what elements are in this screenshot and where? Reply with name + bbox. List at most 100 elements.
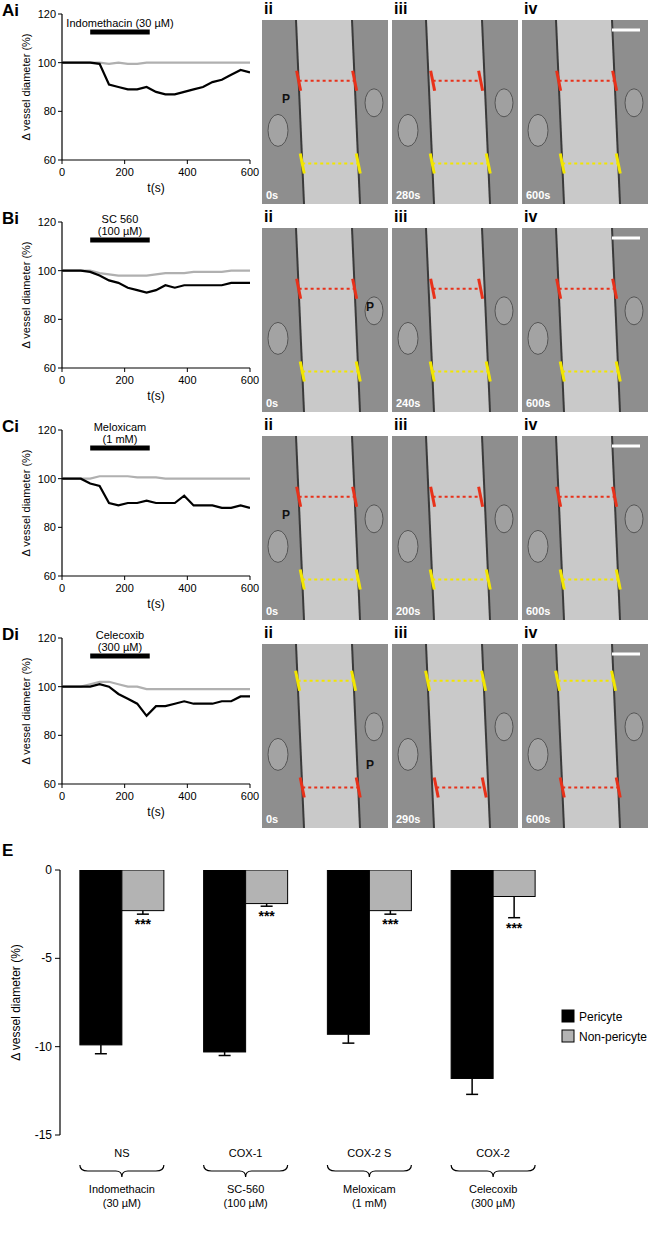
diameter-marker <box>562 787 618 789</box>
panel-label: Bi <box>2 209 19 228</box>
pericyte-label: P <box>366 758 374 772</box>
y-tick-label: 120 <box>38 8 56 20</box>
series-line <box>62 479 250 508</box>
cell <box>625 505 643 533</box>
y-tick-label: 120 <box>38 632 56 644</box>
marker-end <box>479 71 483 91</box>
diameter-marker <box>299 288 355 290</box>
vessel <box>426 436 490 620</box>
time-label: 0s <box>266 605 278 617</box>
category-label: Celecoxib(300 µM) <box>469 1183 517 1209</box>
x-tick-label: 400 <box>178 582 196 594</box>
time-label: 280s <box>396 189 420 201</box>
marker-end <box>616 154 620 174</box>
y-tick-label: 60 <box>44 362 56 374</box>
y-tick-label: 0 <box>45 863 52 877</box>
vessel-wall <box>482 20 490 204</box>
micrograph <box>392 436 518 620</box>
group-label: NS <box>114 1147 129 1159</box>
marker-end <box>300 570 304 590</box>
drug-bar <box>90 446 150 451</box>
x-tick-label: 200 <box>115 582 133 594</box>
scale-bar <box>612 653 640 656</box>
vessel-wall <box>296 644 304 828</box>
bar <box>246 870 288 904</box>
x-tick <box>250 576 251 580</box>
panel-label: Ai <box>2 1 19 20</box>
marker-end <box>356 362 360 382</box>
x-tick-label: 0 <box>59 166 65 178</box>
diameter-marker <box>432 163 488 165</box>
x-tick-label: 200 <box>115 790 133 802</box>
y-axis <box>59 870 60 1135</box>
diameter-marker <box>298 680 354 682</box>
marker-end <box>560 570 564 590</box>
vessel-wall <box>612 228 620 412</box>
marker-end <box>434 778 438 798</box>
diameter-marker <box>302 371 358 373</box>
y-tick-label: 60 <box>44 154 56 166</box>
brace <box>327 1165 411 1177</box>
error-line <box>348 1034 350 1043</box>
marker-end <box>557 71 561 91</box>
x-tick-label: 0 <box>59 790 65 802</box>
micrograph <box>392 644 518 828</box>
error-cap <box>219 1055 231 1057</box>
cell <box>365 297 383 325</box>
marker-end <box>557 279 561 299</box>
vessel <box>296 436 360 620</box>
error-cap <box>261 905 273 907</box>
brace <box>80 1165 164 1177</box>
diameter-marker <box>559 80 615 82</box>
legend-label: Pericyte <box>579 1010 623 1024</box>
y-tick <box>55 1046 60 1047</box>
marker-end <box>353 71 357 91</box>
time-label: 0s <box>266 397 278 409</box>
x-tick <box>124 368 125 372</box>
x-axis-label: t(s) <box>147 597 164 611</box>
x-axis-label: t(s) <box>147 805 164 819</box>
vessel <box>556 20 620 204</box>
diameter-marker <box>432 371 488 373</box>
x-tick-label: 200 <box>115 166 133 178</box>
cell <box>398 530 418 562</box>
cell <box>625 297 643 325</box>
error-cap <box>384 913 396 915</box>
vessel-wall <box>426 228 434 412</box>
y-tick <box>58 270 62 271</box>
drug-label: Indomethacin (30 µM) <box>66 17 173 29</box>
error-line <box>513 897 515 918</box>
cell <box>365 505 383 533</box>
marker-end <box>616 362 620 382</box>
x-tick-label: 400 <box>178 166 196 178</box>
vessel <box>426 228 490 412</box>
y-tick <box>58 478 62 479</box>
vessel <box>426 644 490 828</box>
cell <box>365 713 383 741</box>
marker-end <box>300 362 304 382</box>
panel-label: Ci <box>2 417 19 436</box>
x-tick <box>250 784 251 788</box>
pericyte-label: P <box>282 92 290 106</box>
time-label: 600s <box>526 813 550 825</box>
marker-end <box>613 71 617 91</box>
vessel <box>296 228 360 412</box>
error-cap <box>95 1053 107 1055</box>
bar <box>122 870 164 911</box>
y-tick-label: 60 <box>44 778 56 790</box>
marker-end <box>356 154 360 174</box>
y-tick <box>58 638 62 639</box>
y-tick <box>58 62 62 63</box>
diameter-marker <box>433 496 481 498</box>
cell <box>495 713 513 741</box>
marker-end <box>430 362 434 382</box>
panel-label: Di <box>2 625 19 644</box>
marker-end <box>431 71 435 91</box>
y-tick-label: 80 <box>44 521 56 533</box>
error-bar <box>342 1034 354 1043</box>
image-label: ii <box>264 624 273 641</box>
cell <box>268 322 288 354</box>
category-line: SC-560 <box>227 1183 264 1195</box>
category-line: Celecoxib <box>469 1183 517 1195</box>
y-tick <box>58 222 62 223</box>
